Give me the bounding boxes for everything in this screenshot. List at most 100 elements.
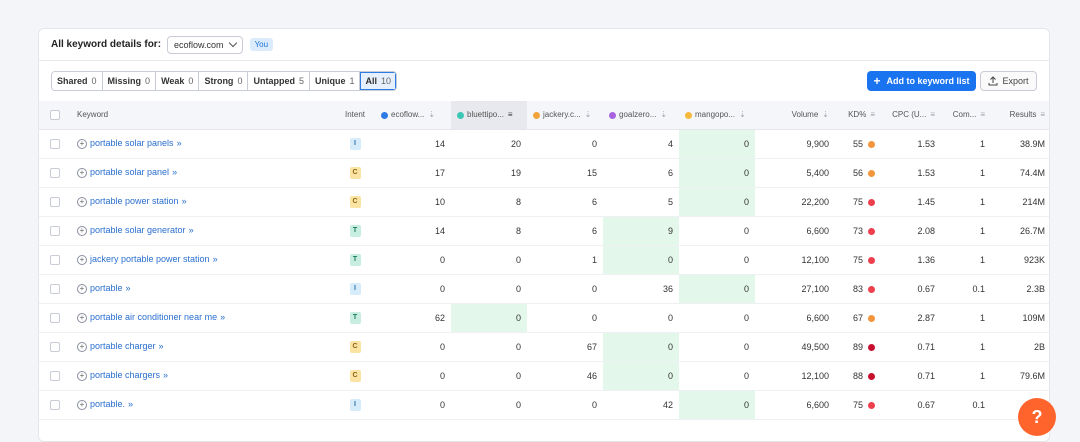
- keyword-link[interactable]: + portable power station»: [77, 196, 187, 207]
- kd-value: 55: [852, 138, 863, 149]
- row-checkbox[interactable]: [50, 138, 60, 149]
- col-competitor-5[interactable]: mangopo... ⇣: [679, 101, 755, 130]
- filter-tab-missing[interactable]: Missing 0: [102, 72, 157, 90]
- competitor-position-cell: 8: [451, 187, 527, 217]
- competitor-position-cell: 14: [375, 216, 451, 246]
- add-circle-icon[interactable]: +: [77, 196, 87, 207]
- competitor-position-cell: 0: [527, 303, 603, 333]
- col-kd[interactable]: KD% ≡: [835, 101, 881, 130]
- row-select-cell[interactable]: [39, 158, 71, 188]
- col-results[interactable]: Results ≡: [991, 101, 1049, 130]
- add-to-keyword-list-button[interactable]: + Add to keyword list: [867, 71, 976, 91]
- chevron-double-right-icon[interactable]: »: [220, 312, 226, 323]
- row-checkbox[interactable]: [50, 370, 60, 381]
- add-circle-icon[interactable]: +: [77, 341, 87, 352]
- add-circle-icon[interactable]: +: [77, 225, 87, 236]
- keyword-text: portable chargers: [90, 370, 161, 381]
- sort-icon: ≡: [1040, 110, 1045, 120]
- keyword-link[interactable]: + portable air conditioner near me»: [77, 312, 226, 323]
- keyword-link[interactable]: + portable solar panel»: [77, 167, 178, 178]
- keyword-link[interactable]: + portable»: [77, 283, 131, 294]
- row-select-cell[interactable]: [39, 245, 71, 275]
- export-button[interactable]: Export: [980, 71, 1037, 91]
- add-circle-icon[interactable]: +: [77, 283, 87, 294]
- chevron-double-right-icon[interactable]: »: [212, 254, 218, 265]
- domain-select[interactable]: ecoflow.com: [167, 35, 243, 54]
- row-select-cell[interactable]: [39, 216, 71, 246]
- kd-difficulty-dot-icon: [868, 227, 875, 235]
- filter-tab-weak[interactable]: Weak 0: [156, 72, 200, 90]
- competitor-position-cell: 1: [527, 245, 603, 275]
- panel-header: All keyword details for: ecoflow.com You: [39, 29, 1049, 61]
- chevron-double-right-icon[interactable]: »: [176, 138, 182, 149]
- select-all-checkbox[interactable]: [50, 109, 60, 120]
- filter-tab-all[interactable]: All 10: [360, 72, 397, 90]
- add-circle-icon[interactable]: +: [77, 370, 87, 381]
- col-intent[interactable]: Intent: [335, 101, 375, 130]
- row-select-cell[interactable]: [39, 361, 71, 391]
- col-cpc[interactable]: CPC (U... ≡: [881, 101, 941, 130]
- chevron-double-right-icon[interactable]: »: [125, 283, 131, 294]
- filter-tab-strong[interactable]: Strong 0: [199, 72, 249, 90]
- keyword-link[interactable]: + jackery portable power station»: [77, 254, 218, 265]
- col-competitor-1[interactable]: ecoflow... ⇣: [375, 101, 451, 130]
- volume-cell: 12,100: [755, 245, 835, 275]
- chevron-double-right-icon[interactable]: »: [181, 196, 187, 207]
- help-button[interactable]: ?: [1018, 398, 1056, 436]
- filter-tab-untapped[interactable]: Untapped 5: [248, 72, 310, 90]
- add-circle-icon[interactable]: +: [77, 312, 87, 323]
- sort-icon: ⇣: [428, 110, 436, 120]
- cpc-cell: 1.53: [881, 129, 941, 159]
- col-competitor-2[interactable]: bluettipo... ≡: [451, 101, 527, 130]
- add-circle-icon[interactable]: +: [77, 254, 87, 265]
- row-select-cell[interactable]: [39, 187, 71, 217]
- keyword-link[interactable]: + portable solar panels»: [77, 138, 182, 149]
- keyword-link[interactable]: + portable chargers»: [77, 370, 169, 381]
- row-checkbox[interactable]: [50, 254, 60, 265]
- row-select-cell[interactable]: [39, 390, 71, 420]
- row-checkbox[interactable]: [50, 167, 60, 178]
- add-circle-icon[interactable]: +: [77, 399, 87, 410]
- select-all-cell[interactable]: [39, 101, 71, 130]
- add-circle-icon[interactable]: +: [77, 167, 87, 178]
- results-cell: 109M: [991, 303, 1049, 333]
- competitor-position-cell: 19: [451, 158, 527, 188]
- table-row: + portable air conditioner near me» T 62 0 0 0…: [39, 303, 1049, 333]
- row-select-cell[interactable]: [39, 129, 71, 159]
- chevron-double-right-icon[interactable]: »: [128, 399, 134, 410]
- row-select-cell[interactable]: [39, 332, 71, 362]
- competitor-position-cell: 6: [603, 158, 679, 188]
- col-competitor-3[interactable]: jackery.c... ⇣: [527, 101, 603, 130]
- row-checkbox[interactable]: [50, 312, 60, 323]
- row-checkbox[interactable]: [50, 399, 60, 410]
- add-circle-icon[interactable]: +: [77, 138, 87, 149]
- competitor-position-cell: 5: [603, 187, 679, 217]
- competitor-position-cell: 0: [527, 274, 603, 304]
- row-select-cell[interactable]: [39, 274, 71, 304]
- filter-tab-shared[interactable]: Shared 0: [52, 72, 103, 90]
- chevron-double-right-icon[interactable]: »: [158, 341, 164, 352]
- filter-tab-unique[interactable]: Unique 1: [309, 72, 361, 90]
- results-cell: 2.3B: [991, 274, 1049, 304]
- row-checkbox[interactable]: [50, 341, 60, 352]
- intent-badge: I: [349, 283, 361, 295]
- col-keyword[interactable]: Keyword: [71, 101, 335, 130]
- kd-cell: 56: [835, 158, 881, 188]
- chevron-double-right-icon[interactable]: »: [163, 370, 169, 381]
- keyword-link[interactable]: + portable.»: [77, 399, 134, 410]
- col-volume[interactable]: Volume ⇣: [755, 101, 835, 130]
- col-com[interactable]: Com... ≡: [941, 101, 991, 130]
- sort-desc-icon: ≡: [507, 110, 513, 120]
- row-checkbox[interactable]: [50, 283, 60, 294]
- row-select-cell[interactable]: [39, 303, 71, 333]
- kd-cell: 83: [835, 274, 881, 304]
- row-checkbox[interactable]: [50, 225, 60, 236]
- chevron-double-right-icon[interactable]: »: [172, 167, 178, 178]
- col-competitor-4[interactable]: goalzero... ⇣: [603, 101, 679, 130]
- keyword-link[interactable]: + portable charger»: [77, 341, 164, 352]
- kd-cell: 75: [835, 245, 881, 275]
- table-row: + portable.» I 0 0 0 42 0 6,600 75 0.67 0.1: [39, 390, 1049, 420]
- keyword-link[interactable]: + portable solar generator»: [77, 225, 194, 236]
- row-checkbox[interactable]: [50, 196, 60, 207]
- chevron-double-right-icon[interactable]: »: [188, 225, 194, 236]
